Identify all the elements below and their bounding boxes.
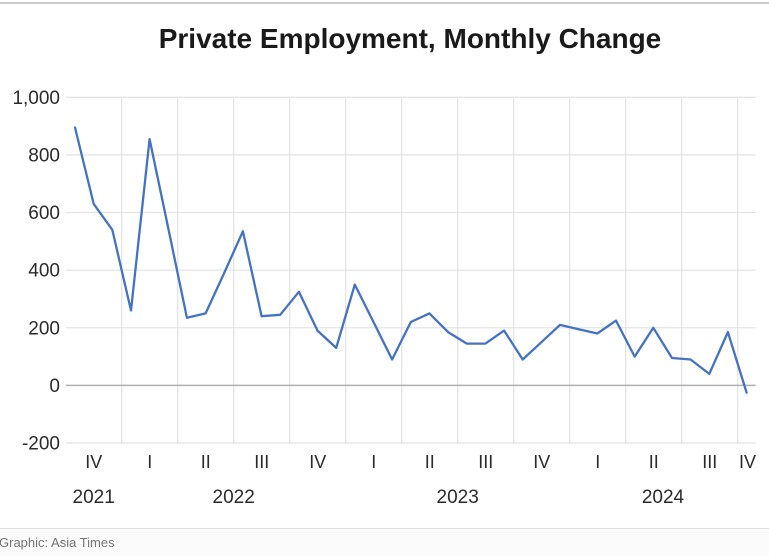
y-tick-label: 0 xyxy=(49,376,60,397)
employment-line-chart: Private Employment, Monthly Change 1,000… xyxy=(12,23,756,508)
y-tick-label: -200 xyxy=(22,434,60,455)
year-label: 2021 xyxy=(73,487,115,508)
quarter-tick-label: IV xyxy=(309,452,326,472)
year-label: 2023 xyxy=(437,487,479,508)
data-line xyxy=(73,126,748,394)
year-label: 2024 xyxy=(642,487,685,508)
y-tick-label: 600 xyxy=(28,203,60,224)
y-tick-label: 1,000 xyxy=(12,88,60,109)
y-tick-label: 800 xyxy=(28,145,60,166)
quarter-tick-label: III xyxy=(254,452,269,472)
quarter-tick-label: II xyxy=(649,452,659,472)
quarter-tick-label: III xyxy=(702,452,717,472)
quarter-tick-label: III xyxy=(478,452,493,472)
y-tick-label: 400 xyxy=(28,261,60,282)
quarter-tick-label: IV xyxy=(533,452,550,472)
quarter-tick-label: II xyxy=(201,452,211,472)
top-divider xyxy=(0,2,769,4)
quarter-tick-label: I xyxy=(595,452,600,472)
chart-title: Private Employment, Monthly Change xyxy=(159,23,662,54)
quarter-tick-label: IV xyxy=(739,452,756,472)
quarter-tick-label: I xyxy=(371,452,376,472)
quarter-tick-label: IV xyxy=(85,452,102,472)
employment-chart: Private Employment, Monthly Change 1,000… xyxy=(12,23,756,508)
credit-text: Graphic: Asia Times xyxy=(0,535,115,550)
quarter-tick-label: II xyxy=(425,452,435,472)
quarter-tick-label: I xyxy=(147,452,152,472)
footer: Graphic: Asia Times xyxy=(0,528,769,556)
y-tick-label: 200 xyxy=(28,318,60,339)
year-label: 2022 xyxy=(213,487,255,508)
